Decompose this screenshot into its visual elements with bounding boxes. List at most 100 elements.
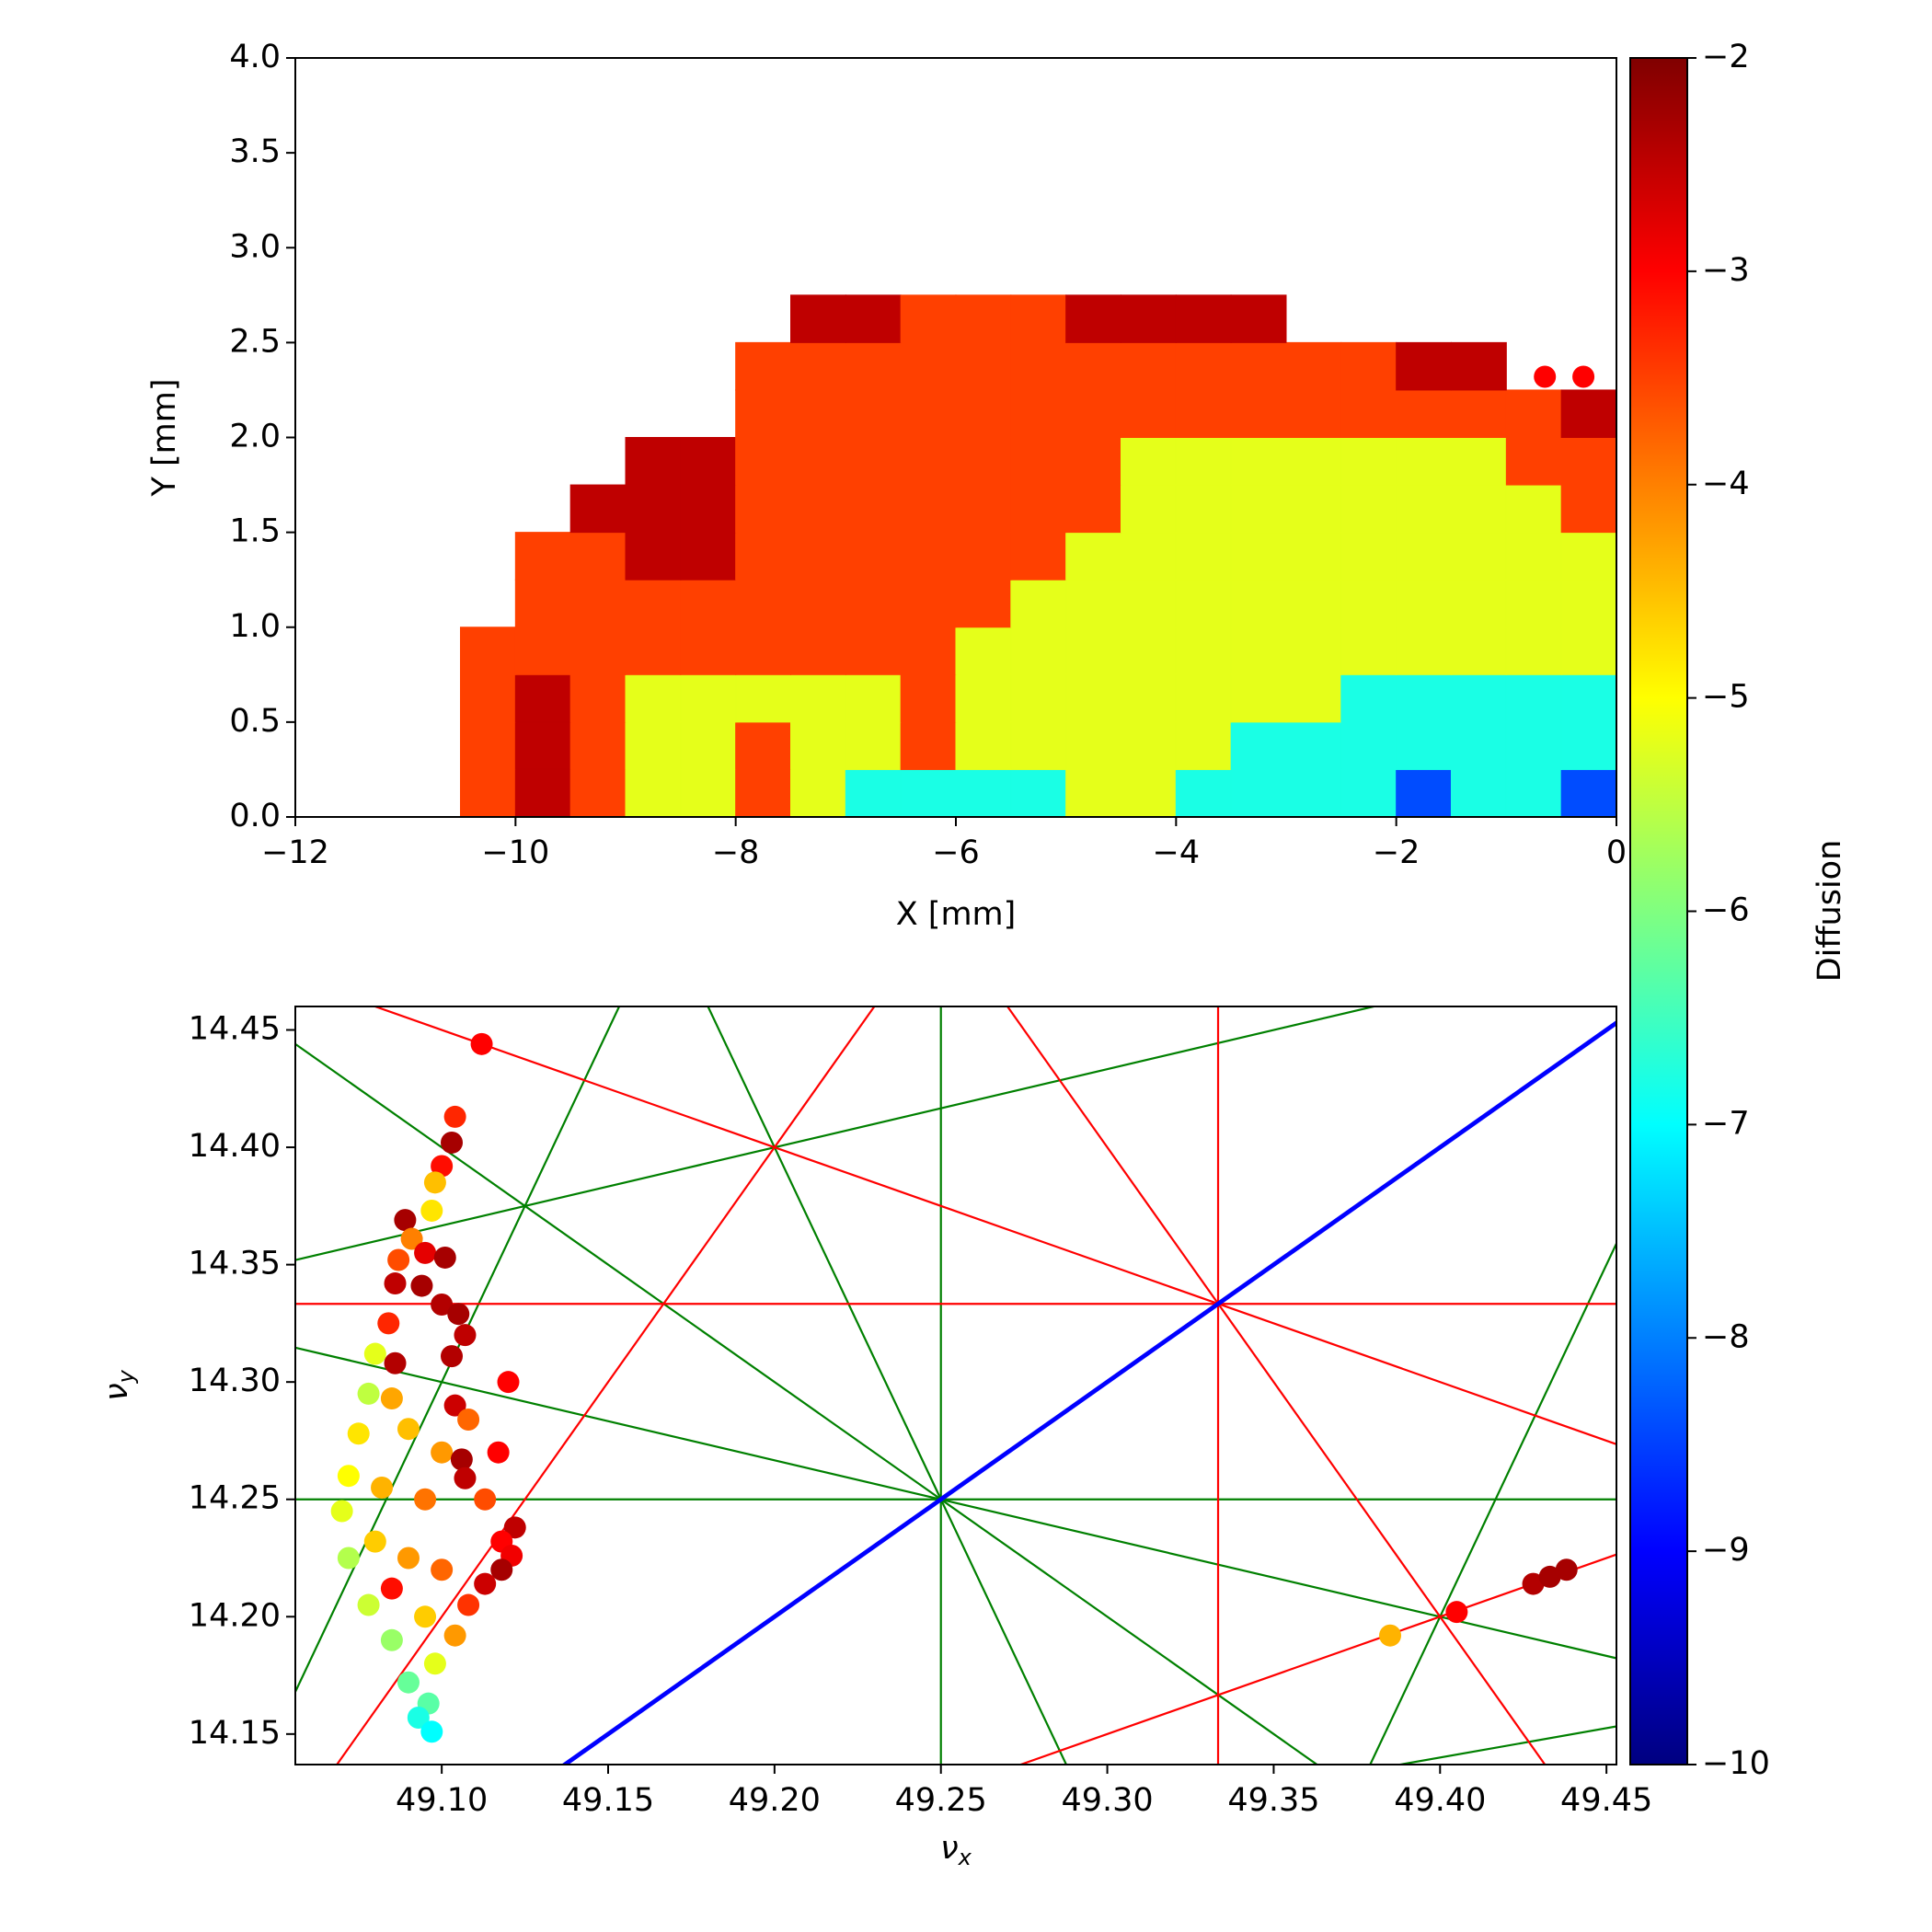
point — [407, 1706, 430, 1729]
x-tick-label: 49.10 — [396, 1782, 488, 1819]
contour-cell — [1121, 768, 1177, 817]
point — [394, 1209, 417, 1232]
contour-cell — [735, 532, 792, 581]
contour-cell — [1121, 721, 1177, 770]
contour-cell — [514, 627, 571, 675]
y-tick-label: 4.0 — [229, 39, 281, 75]
contour-cell — [955, 627, 1012, 675]
point — [443, 1624, 466, 1647]
contour-cell — [955, 768, 1012, 817]
point — [423, 1652, 446, 1675]
contour-cell — [1505, 437, 1562, 486]
y-tick-label: 14.25 — [189, 1480, 281, 1517]
x-tick-label: 0 — [1606, 834, 1627, 871]
contour-cell — [1121, 437, 1177, 486]
point — [431, 1441, 454, 1464]
contour-cell — [955, 294, 1012, 343]
point — [441, 1131, 464, 1154]
plot-area — [460, 294, 1616, 817]
point — [380, 1628, 403, 1651]
y-tick-label: 14.20 — [189, 1597, 281, 1634]
contour-cell — [1451, 532, 1507, 581]
x-tick-label: −10 — [481, 834, 549, 871]
contour-cell — [735, 484, 792, 534]
point — [380, 1387, 403, 1410]
contour-cell — [1065, 721, 1121, 770]
contour-cell — [735, 389, 792, 438]
point — [347, 1422, 370, 1445]
contour-cell — [1340, 437, 1397, 486]
contour-cell — [569, 673, 627, 723]
contour-cell — [900, 627, 957, 675]
contour-cell — [1230, 721, 1287, 770]
contour-cell — [1230, 579, 1287, 628]
point — [337, 1547, 360, 1570]
contour-cell — [514, 721, 571, 770]
contour-cell — [1340, 673, 1397, 723]
contour-cell — [790, 484, 846, 534]
contour-cell — [1175, 768, 1232, 817]
contour-cell — [1285, 532, 1342, 581]
y-tick-label: 14.45 — [189, 1011, 281, 1048]
contour-cell — [955, 721, 1012, 770]
contour-cell — [569, 532, 627, 581]
y-axis-label-subscript: y — [113, 1369, 139, 1384]
contour-cell — [1230, 341, 1287, 391]
contour-cell — [1560, 389, 1616, 438]
contour-cell — [625, 721, 682, 770]
contour-cell — [514, 673, 571, 723]
point — [414, 1241, 437, 1264]
contour-cell — [1230, 389, 1287, 438]
point — [474, 1488, 497, 1511]
contour-cell — [460, 721, 516, 770]
contour-cell — [514, 768, 571, 817]
contour-cell — [1175, 627, 1232, 675]
x-tick-label: 49.20 — [729, 1782, 821, 1819]
point — [1445, 1601, 1468, 1624]
contour-cell — [460, 673, 516, 723]
contour-cell — [1121, 673, 1177, 723]
point — [363, 1530, 386, 1553]
contour-cell — [1340, 341, 1397, 391]
x-tick-label: −4 — [1153, 834, 1201, 871]
contour-cell — [1505, 532, 1562, 581]
contour-cell — [1560, 627, 1616, 675]
contour-cell — [735, 721, 792, 770]
contour-cell — [1451, 341, 1507, 391]
contour-cell — [790, 673, 846, 723]
contour-cell — [1010, 341, 1067, 391]
point — [497, 1371, 520, 1394]
contour-cell — [790, 341, 846, 391]
colorbar-tick-label: −5 — [1702, 679, 1750, 716]
contour-cell — [845, 484, 902, 534]
contour-cell — [1560, 721, 1616, 770]
contour-cell — [735, 768, 792, 817]
contour-cell — [900, 484, 957, 534]
x-tick-label: 49.40 — [1394, 1782, 1486, 1819]
contour-cell — [1285, 673, 1342, 723]
contour-cell — [1340, 627, 1397, 675]
contour-cell — [845, 673, 902, 723]
point — [450, 1448, 473, 1471]
y-axis-label-symbol: ν — [98, 1383, 135, 1401]
y-tick-label: 0.0 — [229, 798, 281, 834]
point — [420, 1720, 443, 1743]
point — [397, 1418, 420, 1441]
contour-cell — [845, 627, 902, 675]
resonance-line — [707, 1006, 1068, 1765]
contour-cell — [1396, 579, 1452, 628]
contour-cell — [1451, 627, 1507, 675]
x-tick-label: 49.45 — [1560, 1782, 1652, 1819]
contour-cell — [680, 768, 737, 817]
contour-cell — [1560, 768, 1616, 817]
point — [357, 1382, 380, 1405]
contour-cell — [1010, 768, 1067, 817]
colorbar-tick-label: −8 — [1702, 1318, 1750, 1355]
point — [380, 1577, 403, 1600]
contour-cell — [845, 768, 902, 817]
point — [433, 1246, 456, 1269]
point — [414, 1605, 437, 1628]
contour-cell — [845, 579, 902, 628]
axes-frame — [294, 1006, 1617, 1765]
